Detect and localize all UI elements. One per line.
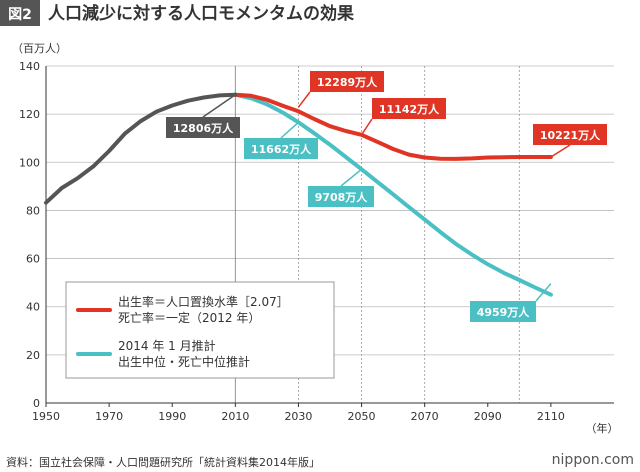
callout-box-2 — [310, 71, 384, 92]
callout-box-7 — [470, 301, 536, 322]
y-tick-label-40: 40 — [26, 301, 40, 314]
callout-box-5 — [244, 138, 318, 159]
y-tick-label-60: 60 — [26, 253, 40, 266]
callout-leader-6 — [340, 168, 363, 187]
callout-leader-1 — [202, 94, 236, 118]
callout-label-7: 4959万人 — [477, 305, 531, 319]
callout-leader-3 — [360, 118, 373, 136]
x-tick-label-2090: 2090 — [474, 410, 502, 423]
callout-box-4 — [533, 124, 607, 145]
x-tick-label-2110: 2110 — [537, 410, 565, 423]
x-tick-label-1990: 1990 — [158, 410, 186, 423]
callout-leader-7 — [535, 283, 552, 302]
callout-leader-5 — [280, 121, 299, 139]
y-tick-label-120: 120 — [19, 108, 40, 121]
x-unit-label: （年） — [586, 421, 619, 435]
legend-label-projection-2: 出生中位・死亡中位推計 — [118, 354, 250, 369]
x-tick-label-2030: 2030 — [284, 410, 312, 423]
callout-leader-2 — [297, 91, 311, 108]
series-line-projection — [233, 92, 553, 297]
y-unit-label: （百万人） — [12, 42, 67, 55]
legend-label-fixed-1: 出生率＝人口置換水準［2.07］ — [118, 294, 289, 309]
series-lines — [44, 92, 553, 297]
axes: 0 20 40 60 80 100 120 140 1950 1970 1990 2010 2030 20… — [19, 60, 614, 423]
y-tick-label-140: 140 — [19, 60, 40, 73]
callout-label-1: 12806万人 — [173, 121, 234, 135]
nippon-logo: nippon.com — [552, 452, 634, 468]
series-line-fixed — [233, 92, 553, 161]
x-tick-label-2010: 2010 — [221, 410, 249, 423]
x-tick-label-1950: 1950 — [32, 410, 60, 423]
figure-badge: 図2 — [8, 7, 32, 23]
legend-box — [65, 281, 335, 379]
callout-label-5: 11662万人 — [251, 142, 312, 156]
y-tick-label-100: 100 — [19, 156, 40, 169]
y-tick-label-0: 0 — [33, 397, 40, 410]
legend: 出生率＝人口置換水準［2.07］死亡率＝一定（2012 年） 2014 年 1 月… — [65, 281, 335, 379]
chart-title: 人口減少に対する人口モメンタムの効果 — [48, 3, 354, 24]
x-tick-label-2070: 2070 — [411, 410, 439, 423]
x-tick-label-1970: 1970 — [95, 410, 123, 423]
callout-box-6 — [308, 186, 374, 207]
callout-box-3 — [372, 98, 446, 119]
y-tick-label-80: 80 — [26, 204, 40, 217]
y-tick-label-20: 20 — [26, 349, 40, 362]
callout-box-1 — [166, 117, 240, 138]
callout-leader-4 — [550, 144, 571, 158]
series-line-actual — [44, 92, 238, 205]
x-tick-label-2050: 2050 — [348, 410, 376, 423]
legend-label-projection-1: 2014 年 1 月推計 — [118, 338, 216, 353]
callout-label-2: 12289万人 — [317, 75, 378, 89]
callout-label-3: 11142万人 — [379, 102, 440, 116]
source-note: 資料：国立社会保障・人口問題研究所「統計資料集2014年版」 — [6, 455, 320, 469]
legend-label-fixed-2: 死亡率＝一定（2012 年） — [118, 310, 260, 325]
callout-label-6: 9708万人 — [315, 190, 369, 204]
callout-label-4: 10221万人 — [540, 128, 601, 142]
figure-badge-bg — [0, 0, 40, 26]
